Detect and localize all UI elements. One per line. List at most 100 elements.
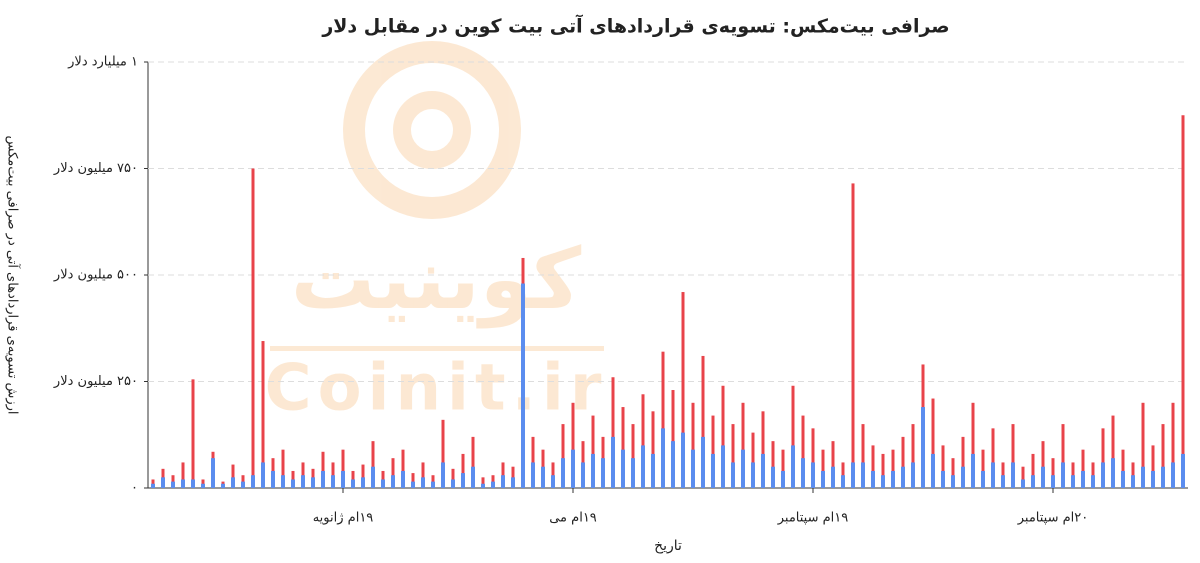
bar <box>211 458 215 488</box>
bar <box>921 407 925 488</box>
bar <box>731 424 735 488</box>
bar <box>951 458 955 488</box>
bar <box>481 483 485 488</box>
bar <box>981 470 985 488</box>
bar <box>861 424 865 488</box>
bar <box>491 481 495 488</box>
bar <box>971 402 975 488</box>
bar <box>1111 458 1115 488</box>
bar <box>661 428 665 488</box>
bar <box>571 402 575 488</box>
bar <box>581 462 585 488</box>
bar <box>691 449 695 488</box>
bar <box>1151 445 1155 488</box>
bar <box>591 415 595 488</box>
bar <box>601 458 605 488</box>
bar <box>771 466 775 488</box>
bar <box>931 453 935 488</box>
bar <box>551 475 555 488</box>
bar <box>381 470 385 488</box>
bar <box>151 483 155 488</box>
bar <box>1101 462 1105 488</box>
bar <box>731 462 735 488</box>
bar <box>641 394 645 488</box>
bar <box>681 292 685 488</box>
bar <box>201 483 205 488</box>
bar <box>961 466 965 488</box>
bar <box>721 385 725 488</box>
watermark-text: کوینیت <box>291 230 582 329</box>
bar <box>981 449 985 488</box>
y-axis-label: ارزش تسویه‌ی قراردادهای آتی در صرافی بیت… <box>5 135 22 414</box>
bar <box>911 462 915 488</box>
bar <box>1061 462 1065 488</box>
bar <box>651 453 655 488</box>
bar <box>571 449 575 488</box>
bar <box>401 449 405 488</box>
bar <box>561 424 565 488</box>
bar <box>1041 466 1045 488</box>
bar <box>1131 475 1135 488</box>
bar <box>891 470 895 488</box>
bar <box>1121 470 1125 488</box>
bar <box>861 462 865 488</box>
bar <box>421 477 425 488</box>
bar <box>781 449 785 488</box>
bar <box>811 428 815 488</box>
bar <box>671 441 675 488</box>
bar <box>931 398 935 488</box>
bar <box>231 477 235 488</box>
bar <box>1141 402 1145 488</box>
bar <box>1001 475 1005 488</box>
bar <box>291 479 295 488</box>
bar <box>851 462 855 488</box>
bar <box>471 436 475 488</box>
bar <box>821 449 825 488</box>
bar <box>191 379 195 488</box>
bar <box>411 481 415 488</box>
bar <box>1181 453 1185 488</box>
bar <box>321 470 325 488</box>
bar <box>1141 466 1145 488</box>
bar <box>401 470 405 488</box>
bar <box>441 462 445 488</box>
bar <box>191 479 195 488</box>
bar <box>881 453 885 488</box>
bar <box>761 411 765 488</box>
bar <box>281 475 285 488</box>
bar <box>1051 475 1055 488</box>
bar <box>1071 475 1075 488</box>
bar <box>1011 462 1015 488</box>
y-tick-label: ۲۵۰ میلیون دلار <box>53 374 138 389</box>
bar <box>871 470 875 488</box>
bar <box>611 436 615 488</box>
bar <box>391 458 395 488</box>
bar <box>271 470 275 488</box>
bar <box>431 481 435 488</box>
bar <box>881 475 885 488</box>
bar <box>801 415 805 488</box>
bar <box>1041 441 1045 488</box>
bar <box>831 466 835 488</box>
bar <box>221 483 225 488</box>
bar <box>741 449 745 488</box>
bar <box>701 355 705 488</box>
bar <box>441 419 445 488</box>
x-axis-label: تاریخ <box>654 538 682 554</box>
bar <box>301 475 305 488</box>
bar <box>1171 402 1175 488</box>
bar <box>1031 453 1035 488</box>
bar <box>1061 424 1065 488</box>
bar <box>171 481 175 488</box>
bar <box>321 451 325 488</box>
bar <box>371 441 375 488</box>
bar <box>891 449 895 488</box>
bar <box>751 432 755 488</box>
bar <box>651 411 655 488</box>
bar <box>1121 449 1125 488</box>
bar <box>251 168 255 488</box>
bar <box>1011 424 1015 488</box>
bar <box>561 458 565 488</box>
bar <box>591 453 595 488</box>
